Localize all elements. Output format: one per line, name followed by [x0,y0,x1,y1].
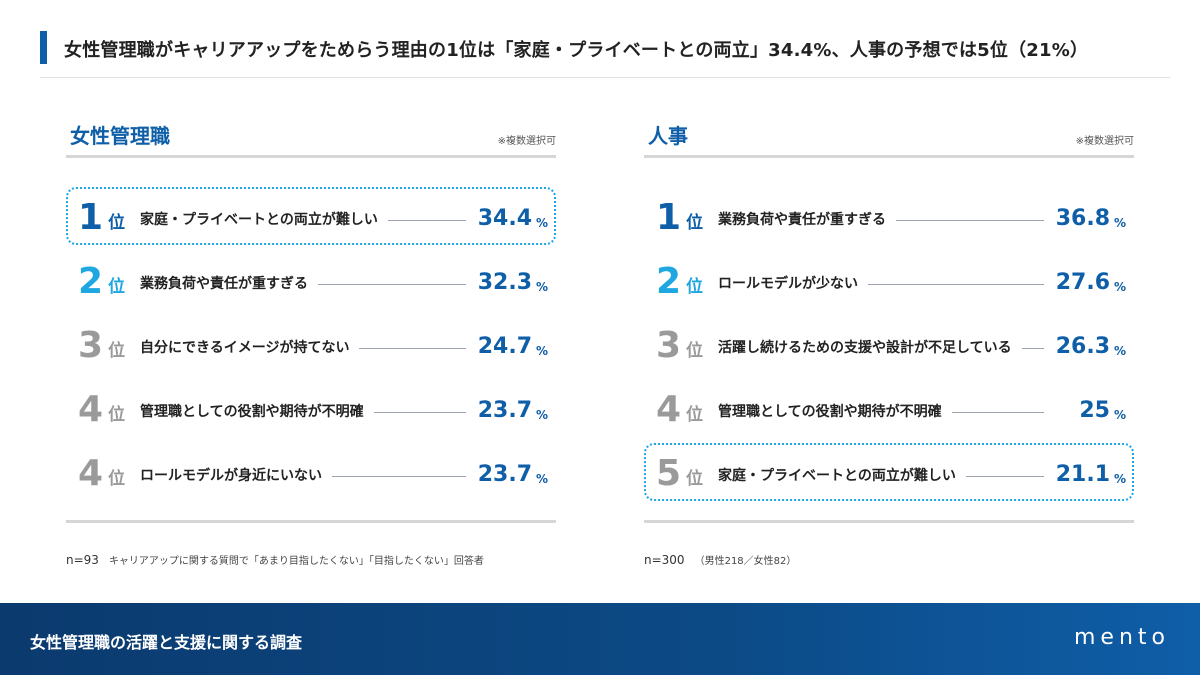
footer: 女性管理職の活躍と支援に関する調査 mento [0,603,1200,675]
rank-number: 1 [656,197,682,238]
reason-label: 業務負荷や責任が重すぎる [140,276,308,292]
sample-size: n=300 [644,553,685,567]
header: 女性管理職がキャリアアップをためらう理由の1位は「家庭・プライベートとの両立」3… [0,0,1200,78]
ranking-row: 1 位家庭・プライベートとの両立が難しい 34.4% [66,190,556,250]
percentage-value: 23.7 [477,462,532,487]
rank-suffix: 位 [686,469,703,489]
percentage-value: 23.7 [477,398,532,423]
rank-suffix: 位 [108,341,125,361]
percent-unit: % [1113,280,1126,294]
header-accent-bar [40,31,47,64]
ranking-row: 4 位管理職としての役割や期待が不明確 25% [644,382,1134,442]
percentage-value: 24.7 [477,334,532,359]
rank-number: 4 [656,389,682,430]
reason-label: 自分にできるイメージが持てない [140,340,350,356]
leader-line [868,284,1044,285]
ranking-row: 4 位ロールモデルが身近にいない 23.7% [66,446,556,506]
leader-line [387,220,466,221]
leader-line [359,348,466,349]
rank-number: 2 [656,261,682,302]
percent-unit: % [1113,472,1126,486]
ranking-row: 5 位家庭・プライベートとの両立が難しい 21.1% [644,446,1134,506]
panel-title: 女性管理職 [70,124,170,148]
panel-bottom-divider [644,520,1134,523]
rank-suffix: 位 [686,213,703,233]
panel-bottom-divider [66,520,556,523]
leader-line [332,476,466,477]
percent-unit: % [535,344,548,358]
rank-number: 4 [78,453,104,494]
ranking-row: 3 位活躍し続けるための支援や設計が不足している 26.3% [644,318,1134,378]
ranking-row: 3 位自分にできるイメージが持てない 24.7% [66,318,556,378]
percent-unit: % [535,216,548,230]
panel-top-divider [66,155,556,158]
ranking-row: 4 位管理職としての役割や期待が不明確 23.7% [66,382,556,442]
panel-title: 人事 [648,124,688,148]
percent-unit: % [1113,344,1126,358]
percent-unit: % [535,472,548,486]
percentage-value: 21.1 [1055,462,1110,487]
rank-suffix: 位 [686,277,703,297]
leader-line [951,412,1044,413]
footer-title: 女性管理職の活躍と支援に関する調査 [30,633,303,652]
rank-number: 3 [656,325,682,366]
percentage-value: 36.8 [1055,206,1110,231]
panel-note: ※複数選択可 [1075,136,1134,147]
ranking-row: 1 位業務負荷や責任が重すぎる 36.8% [644,190,1134,250]
percentage-value: 32.3 [477,270,532,295]
footnote-hr: n=300 （男性218／女性82） [644,552,796,567]
footnote-text: （男性218／女性82） [694,556,797,567]
reason-label: 業務負荷や責任が重すぎる [718,212,886,228]
leader-line [965,476,1044,477]
ranking-row: 2 位ロールモデルが少ない 27.6% [644,254,1134,314]
percent-unit: % [1113,216,1126,230]
ranking-row: 2 位業務負荷や責任が重すぎる 32.3% [66,254,556,314]
reason-label: 管理職としての役割や期待が不明確 [718,404,942,420]
rank-number: 5 [656,453,682,494]
percent-unit: % [535,280,548,294]
rank-number: 2 [78,261,104,302]
reason-label: ロールモデルが少ない [718,276,858,292]
rank-number: 1 [78,197,104,238]
leader-line [1021,348,1044,349]
page-title: 女性管理職がキャリアアップをためらう理由の1位は「家庭・プライベートとの両立」3… [64,40,1089,61]
reason-label: ロールモデルが身近にいない [140,468,322,484]
percentage-value: 34.4 [477,206,532,231]
highlight-frame [644,443,1134,501]
reason-label: 活躍し続けるための支援や設計が不足している [718,340,1012,356]
leader-line [318,284,466,285]
panel-top-divider [644,155,1134,158]
footnote-women-managers: n=93 キャリアアップに関する質問で「あまり目指したくない」「目指したくない」回… [66,552,484,567]
rank-suffix: 位 [686,341,703,361]
footnote-text: キャリアアップに関する質問で「あまり目指したくない」「目指したくない」回答者 [108,556,484,567]
reason-label: 管理職としての役割や期待が不明確 [140,404,364,420]
rank-suffix: 位 [108,405,125,425]
leader-line [896,220,1044,221]
rank-suffix: 位 [108,277,125,297]
reason-label: 家庭・プライベートとの両立が難しい [140,212,378,228]
rank-suffix: 位 [686,405,703,425]
percent-unit: % [535,408,548,422]
rank-number: 3 [78,325,104,366]
rank-suffix: 位 [108,213,125,233]
rank-suffix: 位 [108,469,125,489]
highlight-frame [66,187,556,245]
panel-hr: 人事 ※複数選択可 1 位業務負荷や責任が重すぎる 36.8% 2 位ロールモデルが少な… [644,110,1134,530]
percentage-value: 25 [1079,398,1110,423]
brand-logo: mento [1074,625,1170,650]
panel-women-managers: 女性管理職 ※複数選択可 1 位家庭・プライベートとの両立が難しい 34.4% 2 位業… [66,110,556,530]
leader-line [373,412,466,413]
reason-label: 家庭・プライベートとの両立が難しい [718,468,956,484]
rank-number: 4 [78,389,104,430]
percentage-value: 26.3 [1055,334,1110,359]
sample-size: n=93 [66,553,99,567]
header-divider [40,77,1170,78]
percent-unit: % [1113,408,1126,422]
panel-note: ※複数選択可 [497,136,556,147]
percentage-value: 27.6 [1055,270,1110,295]
